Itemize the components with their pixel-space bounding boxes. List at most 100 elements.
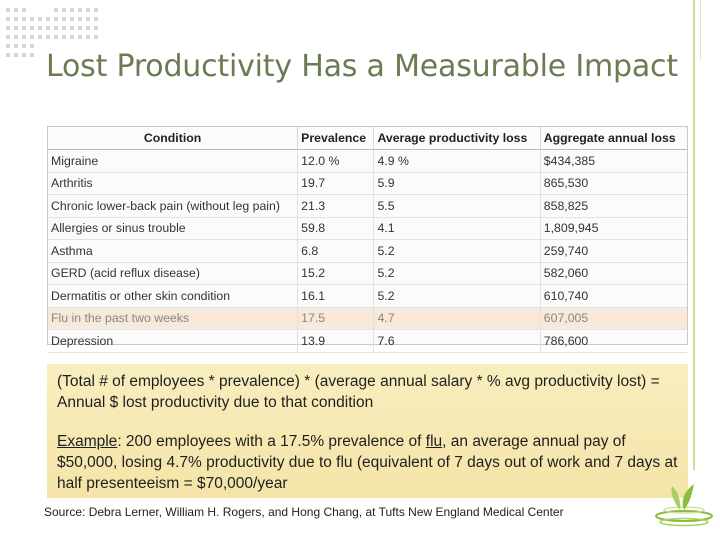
decorative-dot — [78, 8, 82, 12]
decorative-dot — [70, 26, 74, 30]
decorative-dot — [94, 26, 98, 30]
decorative-dot — [86, 17, 90, 21]
formula-text: (Total # of employees * prevalence) * (a… — [57, 373, 660, 411]
table-cell: Arthritis — [48, 172, 298, 195]
table-cell: 259,740 — [539, 239, 687, 263]
column-header-aggregate-loss: Aggregate annual loss — [539, 127, 687, 150]
decorative-dot — [46, 26, 50, 30]
table-cell: 4.9 % — [373, 149, 541, 173]
decorative-dot — [22, 26, 26, 30]
productivity-table: Condition Prevalence Average productivit… — [48, 127, 687, 353]
table-cell: 5.5 — [373, 194, 541, 218]
table-cell: 12.0 % — [297, 149, 374, 173]
decorative-dot — [70, 17, 74, 21]
column-header-average-loss: Average productivity loss — [373, 127, 541, 150]
decorative-dot — [6, 8, 10, 12]
decorative-dot-grid — [6, 8, 106, 68]
decorative-dot — [14, 53, 18, 57]
table-cell: 607,005 — [539, 307, 687, 330]
decorative-dot — [46, 17, 50, 21]
table-cell: 59.8 — [297, 217, 374, 240]
productivity-table-container: Condition Prevalence Average productivit… — [47, 126, 688, 353]
table-cell: 19.7 — [297, 172, 374, 195]
table-cell: 610,740 — [539, 284, 687, 308]
decorative-dot — [70, 35, 74, 39]
leaf-logo-icon — [655, 484, 713, 527]
table-cell: 7.6 — [373, 329, 541, 353]
decorative-dot — [86, 8, 90, 12]
table-cell: 5.2 — [373, 262, 541, 285]
table-cell: GERD (acid reflux disease) — [48, 262, 298, 285]
decorative-dot — [22, 35, 26, 39]
table-cell: Chronic lower-back pain (without leg pai… — [48, 194, 298, 218]
table-row: Depression 13.9 7.6 786,600 — [48, 329, 687, 353]
table-row: Asthma 6.8 5.2 259,740 — [48, 239, 687, 263]
example-label: Example — [57, 433, 118, 450]
decorative-dot — [14, 35, 18, 39]
example-text-after: , an average annual pay of $50,000, losi… — [57, 433, 678, 492]
decorative-dot — [6, 53, 10, 57]
table-cell: 582,060 — [539, 262, 687, 285]
decorative-dot — [94, 35, 98, 39]
table-cell: 786,600 — [539, 329, 687, 353]
decorative-dot — [22, 44, 26, 48]
decorative-dot — [78, 17, 82, 21]
table-cell: Flu in the past two weeks — [48, 307, 298, 330]
decorative-dot — [14, 44, 18, 48]
decorative-dot — [54, 26, 58, 30]
decorative-dot — [30, 53, 34, 57]
decorative-dot — [6, 26, 10, 30]
table-row: Allergies or sinus trouble 59.8 4.1 1,80… — [48, 217, 687, 240]
decorative-dot — [62, 17, 66, 21]
table-cell: Depression — [48, 329, 298, 353]
example-flu-word: flu — [425, 433, 443, 450]
table-cell: 5.9 — [373, 172, 541, 195]
table-row-highlighted: Flu in the past two weeks 17.5 4.7 607,0… — [48, 307, 687, 330]
decorative-dot — [54, 35, 58, 39]
table-row: Dermatitis or other skin condition 16.1 … — [48, 284, 687, 308]
decorative-dot — [54, 17, 58, 21]
decorative-dot — [30, 44, 34, 48]
table-row: Arthritis 19.7 5.9 865,530 — [48, 172, 687, 195]
table-cell: 1,809,945 — [539, 217, 687, 240]
decorative-dot — [22, 8, 26, 12]
example-text: Example: 200 employees with a 17.5% prev… — [57, 431, 678, 494]
decorative-dot — [14, 8, 18, 12]
decorative-dot — [6, 44, 10, 48]
decorative-dot — [22, 17, 26, 21]
table-header-row: Condition Prevalence Average productivit… — [48, 127, 687, 150]
table-cell: 5.2 — [373, 239, 541, 263]
table-row: Migraine 12.0 % 4.9 % $434,385 — [48, 149, 687, 173]
table-row: Chronic lower-back pain (without leg pai… — [48, 194, 687, 218]
decorative-dot — [6, 35, 10, 39]
decorative-dot — [62, 35, 66, 39]
formula-callout: (Total # of employees * prevalence) * (a… — [47, 364, 688, 498]
decorative-dot — [86, 35, 90, 39]
table-cell: 865,530 — [539, 172, 687, 195]
table-cell: 5.2 — [373, 284, 541, 308]
decorative-dot — [78, 26, 82, 30]
column-header-condition: Condition — [48, 127, 298, 150]
table-cell: 15.2 — [297, 262, 374, 285]
table-cell: Dermatitis or other skin condition — [48, 284, 298, 308]
decorative-dot — [54, 8, 58, 12]
example-text-before: : 200 employees with a 17.5% prevalence … — [117, 433, 426, 450]
decorative-dot — [38, 35, 42, 39]
accent-vertical-line-thin — [700, 0, 701, 60]
decorative-dot — [22, 53, 26, 57]
decorative-dot — [70, 8, 74, 12]
table-cell: 16.1 — [297, 284, 374, 308]
table-cell: 4.1 — [373, 217, 541, 240]
table-cell: Allergies or sinus trouble — [48, 217, 298, 240]
column-header-prevalence: Prevalence — [297, 127, 374, 150]
slide-title: Lost Productivity Has a Measurable Impac… — [46, 49, 678, 84]
table-cell: 6.8 — [297, 239, 374, 263]
decorative-dot — [86, 26, 90, 30]
decorative-dot — [38, 17, 42, 21]
source-citation: Source: Debra Lerner, William H. Rogers,… — [44, 505, 564, 519]
table-cell: 21.3 — [297, 194, 374, 218]
decorative-dot — [6, 17, 10, 21]
decorative-dot — [14, 17, 18, 21]
table-cell: $434,385 — [539, 149, 687, 173]
table-cell: Migraine — [48, 149, 298, 173]
